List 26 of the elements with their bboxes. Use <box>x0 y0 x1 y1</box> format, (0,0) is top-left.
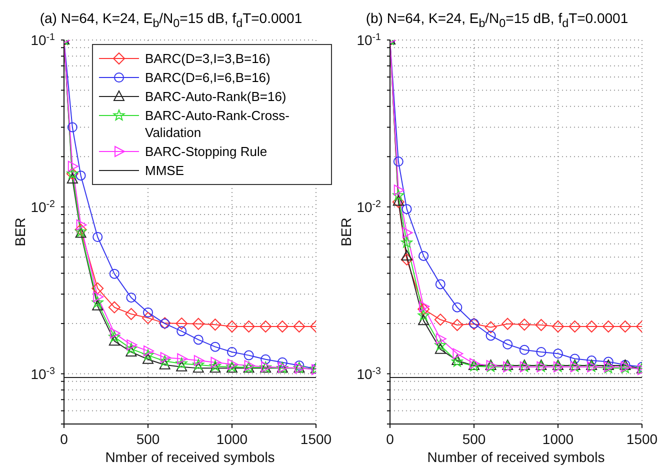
y-tick-label: 10$^{-3}$ <box>356 365 382 382</box>
x-tick-label: 500 <box>462 431 486 447</box>
legend-label: BARC(D=3,I=3,B=16) <box>145 50 270 67</box>
y-tick-label: 10$^{-3}$ <box>30 365 56 382</box>
legend-label: MMSE <box>145 162 184 179</box>
x-axis-title: Nmber of received symbols <box>105 449 275 465</box>
legend-label: BARC(D=6,I=6,B=16) <box>145 69 270 86</box>
chart-title: (a) N=64, K=24, E$_{b}$/N$_{0}$=15 dB, f$_{d}$T=0.0001 <box>38 9 304 30</box>
y-axis-title: BER <box>338 218 354 246</box>
y-axis-title: BER <box>12 218 28 246</box>
y-tick-label: 10$^{-1}$ <box>356 32 381 48</box>
x-tick-label: 1000 <box>542 431 574 447</box>
legend-label: BARC-Stopping Rule <box>145 143 268 160</box>
y-tick-label: 10$^{-1}$ <box>30 32 55 48</box>
x-tick-label: 0 <box>386 431 394 447</box>
y-tick-label: 10$^{-2}$ <box>356 198 381 215</box>
x-tick-label: 500 <box>136 431 160 447</box>
y-tick-label: 10$^{-2}$ <box>30 198 55 215</box>
x-tick-label: 0 <box>60 431 68 447</box>
legend-label: BARC-Auto-Rank-Cross-Validation <box>145 107 290 141</box>
x-tick-label: 1500 <box>300 431 332 447</box>
x-tick-label: 1000 <box>216 431 248 447</box>
chart-title: (b) N=64, K=24, E$_{b}$/N$_{0}$=15 dB, f$_{d}$T=0.0001 <box>364 9 630 30</box>
x-axis-title: Number of received symbols <box>427 449 605 465</box>
legend-label: BARC-Auto-Rank(B=16) <box>145 88 286 105</box>
x-tick-label: 1500 <box>626 431 658 447</box>
